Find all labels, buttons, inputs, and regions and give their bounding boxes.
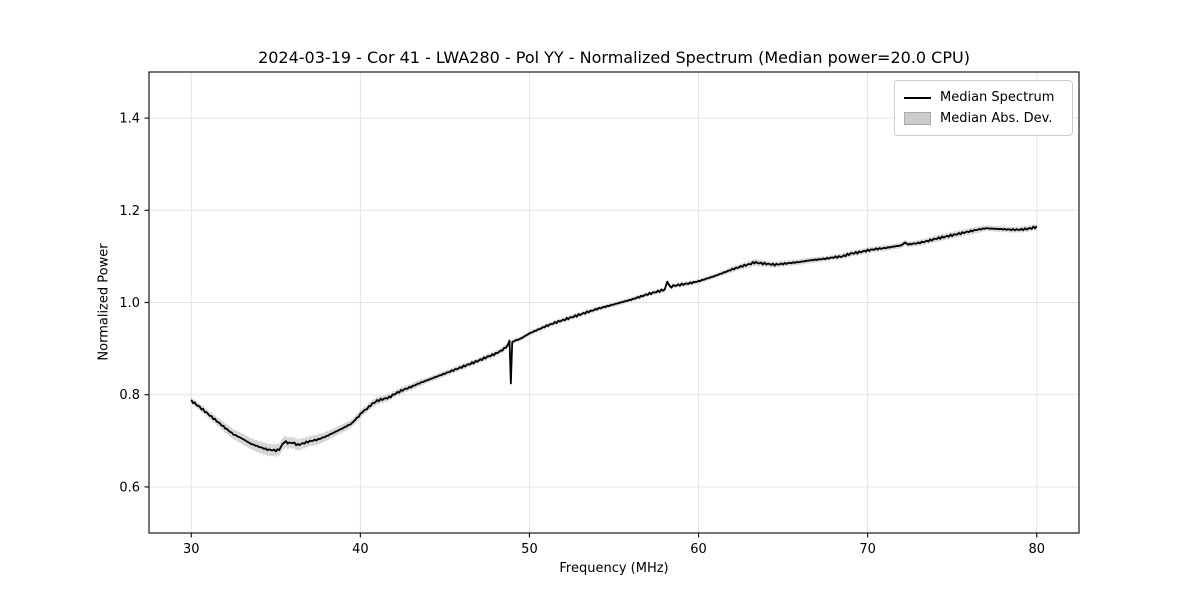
x-tick-label: 70 xyxy=(859,542,876,557)
legend: Median Spectrum Median Abs. Dev. xyxy=(894,80,1073,136)
x-tick-label: 50 xyxy=(521,542,538,557)
x-tick-label: 30 xyxy=(183,542,200,557)
legend-label-median-abs-dev: Median Abs. Dev. xyxy=(940,111,1053,126)
y-axis-label: Normalized Power xyxy=(96,243,112,361)
x-tick-label: 60 xyxy=(690,542,707,557)
y-tick-label: 0.8 xyxy=(119,388,140,403)
legend-item-median-spectrum: Median Spectrum xyxy=(904,87,1062,108)
y-tick-label: 1.2 xyxy=(119,204,140,219)
legend-item-median-abs-dev: Median Abs. Dev. xyxy=(904,108,1062,129)
median-abs-dev-band xyxy=(191,223,1037,458)
median-spectrum-line xyxy=(190,225,1038,453)
median-abs-dev-patch-swatch xyxy=(904,112,931,125)
x-tick-label: 80 xyxy=(1028,542,1045,557)
y-tick-label: 1.0 xyxy=(119,296,140,311)
x-axis-label: Frequency (MHz) xyxy=(559,561,669,576)
y-tick-label: 1.4 xyxy=(119,112,140,127)
legend-label-median-spectrum: Median Spectrum xyxy=(940,90,1055,105)
chart-title: 2024-03-19 - Cor 41 - LWA280 - Pol YY - … xyxy=(258,48,970,67)
median-spectrum-line-swatch xyxy=(904,96,931,99)
x-tick-label: 40 xyxy=(352,542,369,557)
y-tick-label: 0.6 xyxy=(119,480,140,495)
